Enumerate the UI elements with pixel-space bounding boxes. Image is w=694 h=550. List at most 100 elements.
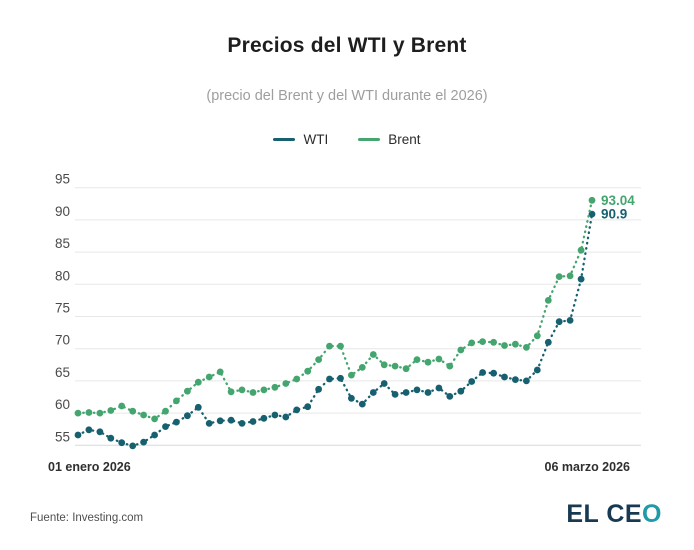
data-point-wti-7 (151, 431, 159, 439)
data-point-wti-37 (479, 369, 486, 376)
data-point-brent-36 (468, 339, 476, 347)
elceo-logo-main: EL CE (566, 500, 643, 528)
data-point-wti-14 (227, 416, 235, 424)
data-point-wti-18 (271, 411, 279, 419)
elceo-logo: EL CEO (566, 500, 662, 529)
data-point-brent-35 (457, 346, 465, 354)
data-point-brent-2 (96, 409, 104, 417)
data-point-wti-24 (337, 374, 344, 382)
data-point-brent-27 (369, 351, 377, 358)
data-point-brent-0 (74, 409, 82, 417)
data-point-wti-15 (238, 420, 246, 427)
data-point-wti-6 (140, 438, 148, 446)
x-axis-label-start: 01 enero 2026 (48, 460, 131, 474)
legend-label: WTI (303, 132, 329, 147)
data-point-brent-33 (435, 355, 443, 363)
data-point-wti-9 (173, 418, 180, 426)
x-axis-label-end: 06 marzo 2026 (545, 460, 631, 474)
legend-item-wti: WTI (273, 132, 328, 147)
data-point-wti-11 (194, 403, 202, 411)
data-point-brent-14 (227, 388, 235, 396)
data-point-brent-21 (304, 367, 312, 375)
y-tick-label-90: 90 (55, 204, 70, 219)
data-point-wti-16 (249, 418, 257, 425)
data-point-wti-33 (435, 384, 443, 392)
data-point-wti-30 (402, 389, 410, 396)
data-point-wti-13 (216, 417, 224, 425)
y-tick-label-70: 70 (55, 333, 70, 348)
data-point-brent-1 (85, 409, 93, 416)
source-credit: Fuente: Investing.com (30, 512, 144, 524)
data-point-brent-19 (282, 380, 290, 387)
data-point-wti-40 (512, 376, 519, 383)
y-tick-label-75: 75 (55, 301, 70, 316)
data-point-wti-38 (490, 369, 497, 377)
data-point-brent-15 (238, 386, 246, 394)
data-point-brent-12 (205, 373, 213, 381)
data-point-brent-8 (162, 407, 169, 415)
data-point-brent-13 (216, 368, 224, 376)
data-point-brent-26 (358, 364, 366, 371)
data-point-wti-42 (533, 366, 541, 374)
data-point-wti-19 (282, 413, 290, 421)
data-point-brent-29 (391, 362, 399, 370)
data-point-wti-44 (555, 318, 563, 326)
data-point-wti-8 (162, 423, 169, 430)
data-point-brent-5 (129, 407, 137, 415)
data-point-wti-1 (85, 426, 93, 434)
data-point-brent-31 (413, 356, 421, 363)
y-tick-label-65: 65 (55, 365, 70, 380)
legend-swatch-brent (358, 137, 381, 142)
data-point-brent-44 (555, 273, 563, 280)
data-point-brent-42 (533, 332, 541, 340)
data-point-brent-32 (424, 358, 432, 366)
data-point-wti-39 (501, 373, 508, 381)
data-point-wti-17 (260, 414, 268, 422)
data-point-brent-10 (184, 387, 191, 395)
data-point-brent-7 (151, 415, 159, 423)
data-point-wti-34 (446, 393, 454, 400)
data-point-wti-23 (326, 375, 333, 383)
data-point-wti-27 (369, 389, 377, 396)
y-tick-label-55: 55 (55, 429, 70, 444)
data-point-wti-3 (107, 434, 115, 442)
data-point-brent-45 (566, 272, 574, 280)
data-point-wti-47 (588, 210, 596, 218)
data-point-brent-9 (173, 397, 180, 405)
series-line-brent (76, 199, 594, 421)
data-point-wti-36 (468, 378, 476, 385)
data-point-wti-10 (184, 412, 191, 420)
y-tick-label-85: 85 (55, 236, 70, 251)
data-point-wti-28 (380, 380, 388, 387)
legend-swatch-wti (273, 137, 296, 142)
data-point-wti-21 (304, 403, 312, 411)
data-point-brent-11 (194, 378, 202, 386)
y-tick-label-95: 95 (55, 172, 70, 187)
end-value-label-brent: 93.04 (601, 193, 635, 208)
data-point-brent-22 (315, 356, 322, 363)
data-point-wti-46 (577, 275, 585, 283)
chart-legend: WTI Brent (0, 132, 694, 147)
data-point-wti-32 (424, 389, 432, 396)
data-point-wti-4 (118, 439, 126, 447)
elceo-logo-o: O (642, 500, 662, 528)
data-point-wti-26 (358, 400, 366, 408)
y-tick-label-60: 60 (55, 397, 70, 412)
data-point-wti-2 (96, 428, 104, 436)
series-line-wti (76, 212, 594, 448)
data-point-wti-29 (391, 391, 399, 398)
data-point-brent-23 (326, 342, 333, 350)
data-point-wti-25 (348, 394, 355, 402)
data-point-brent-47 (588, 196, 596, 204)
data-point-brent-30 (402, 365, 410, 373)
data-point-brent-39 (501, 342, 508, 349)
data-point-wti-43 (544, 338, 552, 346)
y-tick-label-80: 80 (55, 268, 70, 283)
data-point-brent-37 (479, 338, 486, 345)
data-point-brent-41 (523, 344, 530, 351)
data-point-wti-31 (413, 386, 421, 394)
data-point-wti-45 (566, 317, 574, 324)
data-point-wti-20 (293, 406, 301, 414)
